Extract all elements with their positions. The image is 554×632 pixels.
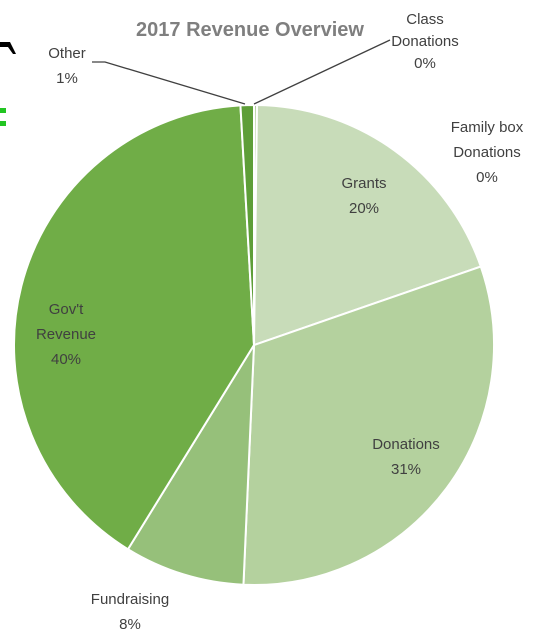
pie-slice-gov-t-revenue <box>13 104 256 551</box>
slice-label-fundraising: Fundraising 8% <box>91 591 169 632</box>
slice-label-grants: Grants 20% <box>341 175 386 217</box>
chart-title: 2017 Revenue Overview <box>136 19 364 41</box>
leader-line-class-donations <box>253 39 391 105</box>
slice-label-family-box-donations: Family box Donations 0% <box>451 119 524 186</box>
pie-slice-other <box>239 103 255 346</box>
cropped-green-fragment <box>0 121 6 126</box>
leader-line-other <box>92 61 246 105</box>
slice-label-class-donations: Class Donations 0% <box>391 11 459 72</box>
slice-label-donations: Donations 31% <box>372 436 440 478</box>
cropped-text-fragment <box>0 42 16 54</box>
pie-slice-grants <box>252 104 483 347</box>
slice-label-other: Other 1% <box>48 45 86 87</box>
leader-lines <box>92 39 391 105</box>
pie-slice-donations <box>242 265 495 586</box>
pie-slices <box>13 103 495 586</box>
pie-slice-fundraising <box>126 341 256 586</box>
slice-label-gov-t-revenue: Gov't Revenue 40% <box>36 301 96 368</box>
cropped-green-fragment <box>0 108 6 113</box>
slice-labels: Class Donations 0% Family box Donations 0% Gra… <box>36 11 524 632</box>
